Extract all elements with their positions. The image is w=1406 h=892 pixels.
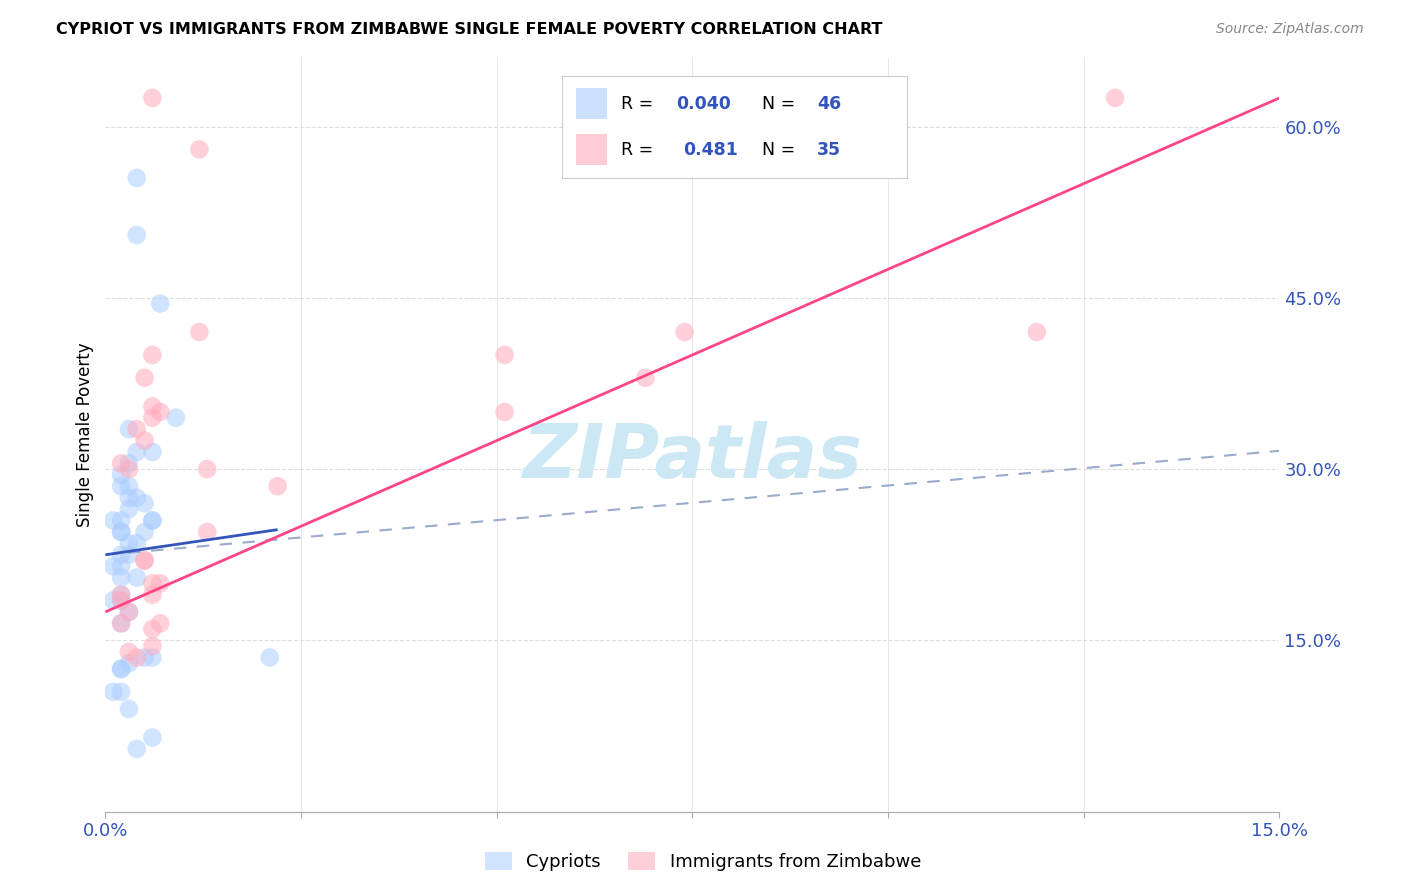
Point	[110, 593, 132, 607]
Point	[141, 514, 163, 528]
Point	[110, 616, 132, 631]
Point	[141, 445, 163, 459]
Point	[149, 296, 172, 310]
Point	[141, 639, 163, 653]
Point	[118, 491, 141, 505]
Point	[494, 405, 516, 419]
Point	[134, 553, 156, 567]
Point	[195, 524, 218, 539]
Point	[110, 588, 132, 602]
Point	[118, 702, 141, 716]
Text: 0.040: 0.040	[676, 95, 731, 112]
Point	[125, 422, 148, 436]
Point	[141, 348, 163, 362]
Point	[125, 742, 148, 756]
Text: ZIPatlas: ZIPatlas	[523, 421, 862, 494]
Point	[110, 514, 132, 528]
Point	[118, 479, 141, 493]
Legend: Cypriots, Immigrants from Zimbabwe: Cypriots, Immigrants from Zimbabwe	[478, 845, 928, 879]
FancyBboxPatch shape	[576, 88, 607, 119]
Point	[118, 502, 141, 516]
Point	[141, 410, 163, 425]
Point	[125, 650, 148, 665]
Point	[1104, 91, 1126, 105]
Point	[494, 348, 516, 362]
Point	[134, 370, 156, 384]
Point	[110, 467, 132, 482]
Text: N =: N =	[762, 95, 801, 112]
Point	[195, 462, 218, 476]
Point	[149, 405, 172, 419]
Point	[134, 553, 156, 567]
Text: 35: 35	[817, 141, 841, 159]
Point	[118, 605, 141, 619]
Point	[141, 576, 163, 591]
Point	[134, 496, 156, 510]
Point	[103, 514, 125, 528]
Point	[118, 536, 141, 550]
Point	[103, 559, 125, 574]
Point	[118, 645, 141, 659]
Point	[110, 588, 132, 602]
Point	[118, 462, 141, 476]
Point	[141, 650, 163, 665]
Text: CYPRIOT VS IMMIGRANTS FROM ZIMBABWE SINGLE FEMALE POVERTY CORRELATION CHART: CYPRIOT VS IMMIGRANTS FROM ZIMBABWE SING…	[56, 22, 883, 37]
Point	[141, 514, 163, 528]
Point	[125, 170, 148, 185]
Text: N =: N =	[762, 141, 801, 159]
Text: 0.481: 0.481	[683, 141, 738, 159]
Point	[673, 325, 696, 339]
Point	[165, 410, 187, 425]
Point	[141, 91, 163, 105]
Point	[110, 548, 132, 562]
Text: 46: 46	[817, 95, 841, 112]
Point	[118, 548, 141, 562]
Point	[110, 524, 132, 539]
Point	[118, 457, 141, 471]
Text: R =: R =	[621, 95, 658, 112]
Point	[134, 434, 156, 448]
Point	[118, 422, 141, 436]
Point	[110, 616, 132, 631]
Point	[141, 588, 163, 602]
Point	[125, 445, 148, 459]
Point	[141, 731, 163, 745]
Point	[141, 622, 163, 636]
Point	[149, 616, 172, 631]
Point	[188, 142, 211, 156]
Point	[125, 227, 148, 242]
Point	[110, 479, 132, 493]
Point	[118, 657, 141, 671]
Point	[110, 457, 132, 471]
Point	[110, 524, 132, 539]
Point	[110, 559, 132, 574]
Point	[134, 650, 156, 665]
Point	[110, 685, 132, 699]
Point	[1025, 325, 1047, 339]
Point	[125, 571, 148, 585]
Point	[634, 370, 657, 384]
Point	[149, 576, 172, 591]
Point	[141, 399, 163, 413]
Point	[125, 491, 148, 505]
Point	[188, 325, 211, 339]
Point	[110, 593, 132, 607]
Point	[110, 662, 132, 676]
Point	[103, 593, 125, 607]
Point	[110, 662, 132, 676]
Point	[259, 650, 281, 665]
Text: Source: ZipAtlas.com: Source: ZipAtlas.com	[1216, 22, 1364, 37]
Point	[266, 479, 288, 493]
Y-axis label: Single Female Poverty: Single Female Poverty	[76, 343, 94, 527]
Point	[110, 571, 132, 585]
FancyBboxPatch shape	[576, 135, 607, 165]
Point	[125, 536, 148, 550]
Point	[134, 524, 156, 539]
Text: R =: R =	[621, 141, 664, 159]
Point	[103, 685, 125, 699]
Point	[118, 605, 141, 619]
